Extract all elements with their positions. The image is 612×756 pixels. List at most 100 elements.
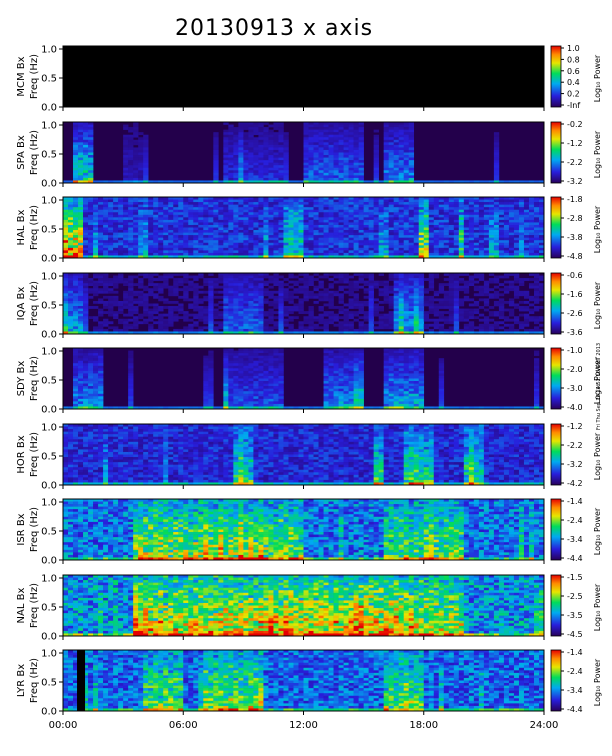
spectrogram-cell bbox=[443, 199, 450, 203]
spectrogram-cell bbox=[303, 149, 309, 153]
spectrogram-cell bbox=[73, 290, 79, 294]
spectrogram-cell bbox=[278, 127, 284, 130]
spectrogram-cell bbox=[423, 245, 430, 249]
spectrogram-cell bbox=[448, 252, 455, 256]
spectrogram-cell bbox=[498, 237, 505, 241]
spectrogram-cell bbox=[68, 212, 74, 216]
spectrogram-cell bbox=[118, 224, 124, 228]
spectrogram-cell bbox=[403, 180, 410, 184]
spectrogram-cell bbox=[83, 172, 89, 176]
spectrogram-cell bbox=[353, 280, 359, 284]
spectrogram-cell bbox=[518, 204, 525, 208]
spectrogram-cell bbox=[113, 180, 119, 184]
spectrogram-cell bbox=[298, 326, 304, 330]
spectrogram-cell bbox=[198, 222, 204, 226]
spectrogram-cell bbox=[188, 255, 194, 259]
spectrogram-cell bbox=[373, 175, 379, 179]
spectrogram-cell bbox=[398, 331, 405, 335]
spectrogram-cell bbox=[123, 202, 129, 205]
spectrogram-cell bbox=[268, 240, 274, 244]
spectrogram-cell bbox=[268, 177, 274, 181]
spectrogram-cell bbox=[198, 250, 204, 254]
spectrogram-cell bbox=[148, 214, 154, 218]
spectrogram-cell bbox=[533, 180, 540, 184]
spectrogram-cell bbox=[228, 303, 234, 307]
spectrogram-cell bbox=[418, 242, 425, 246]
spectrogram-cell bbox=[178, 247, 184, 251]
spectrogram-cell bbox=[468, 212, 475, 216]
spectrogram-cell bbox=[103, 242, 109, 246]
spectrogram-cell bbox=[283, 177, 289, 181]
spectrogram-cell bbox=[118, 197, 124, 200]
spectrogram-cell bbox=[478, 207, 485, 211]
spectrogram-cell bbox=[498, 197, 505, 200]
spectrogram-cell bbox=[218, 199, 224, 203]
spectrogram-cell bbox=[508, 232, 515, 236]
spectrogram-cell bbox=[388, 209, 394, 213]
spectrogram-cell bbox=[288, 212, 294, 216]
spectrogram-cell bbox=[93, 328, 99, 332]
spectrogram-cell bbox=[293, 209, 299, 213]
spectrogram-cell bbox=[533, 235, 540, 238]
spectrogram-cell bbox=[303, 175, 309, 179]
spectrogram-cell bbox=[453, 255, 460, 259]
spectrogram-cell bbox=[458, 219, 465, 223]
spectrogram-cell bbox=[88, 306, 94, 309]
spectrogram-cell bbox=[113, 212, 119, 216]
spectrogram-cell bbox=[248, 255, 254, 259]
spectrogram-cell bbox=[363, 209, 369, 213]
spectrogram-cell bbox=[223, 217, 229, 221]
spectrogram-cell bbox=[263, 240, 269, 244]
spectrogram-cell bbox=[438, 214, 445, 218]
spectrogram-cell bbox=[393, 316, 399, 320]
spectrogram-cell bbox=[318, 147, 324, 151]
spectrogram-cell bbox=[238, 321, 244, 325]
spectrogram-cell bbox=[88, 214, 94, 218]
spectrogram-cell bbox=[523, 230, 530, 233]
spectrogram-cell bbox=[318, 283, 324, 287]
spectrogram-cell bbox=[348, 219, 354, 223]
spectrogram-cell bbox=[338, 204, 344, 208]
spectrogram-cell bbox=[508, 230, 515, 233]
spectrogram-cell bbox=[393, 232, 399, 236]
spectrogram-cell bbox=[123, 328, 129, 332]
spectrogram-cell bbox=[328, 199, 334, 203]
spectrogram-cell bbox=[528, 207, 535, 211]
spectrogram-cell bbox=[278, 157, 284, 161]
spectrogram-cell bbox=[483, 318, 490, 322]
spectrogram-cell bbox=[473, 202, 480, 205]
spectrogram-cell bbox=[298, 247, 304, 251]
spectrogram-cell bbox=[203, 247, 209, 251]
spectrogram-cell bbox=[453, 199, 460, 203]
spectrogram-cell bbox=[183, 224, 189, 228]
spectrogram-cell bbox=[128, 129, 134, 133]
spectrogram-cell bbox=[398, 124, 405, 128]
spectrogram-cell bbox=[478, 202, 485, 205]
spectrogram-cell bbox=[178, 308, 184, 312]
spectrogram-cell bbox=[383, 326, 389, 330]
spectrogram-cell bbox=[223, 165, 229, 169]
spectrogram-cell bbox=[398, 237, 405, 241]
spectrogram-cell bbox=[313, 149, 319, 153]
spectrogram-cell bbox=[243, 308, 249, 312]
spectrogram-cell bbox=[153, 303, 159, 307]
spectrogram-cell bbox=[123, 306, 129, 309]
spectrogram-cell bbox=[98, 273, 104, 276]
spectrogram-cell bbox=[363, 273, 369, 276]
spectrogram-cell bbox=[143, 134, 149, 138]
spectrogram-cell bbox=[208, 290, 214, 294]
spectrogram-cell bbox=[508, 217, 515, 221]
spectrogram-cell bbox=[93, 290, 99, 294]
spectrogram-cell bbox=[288, 255, 294, 259]
spectrogram-cell bbox=[323, 298, 329, 302]
spectrogram-cell bbox=[108, 298, 114, 302]
spectrogram-cell bbox=[253, 214, 259, 218]
spectrogram-cell bbox=[338, 240, 344, 244]
spectrogram-cell bbox=[263, 202, 269, 205]
spectrogram-cell bbox=[318, 149, 324, 153]
spectrogram-cell bbox=[353, 247, 359, 251]
spectrogram-cell bbox=[263, 139, 269, 143]
spectrogram-cell bbox=[373, 303, 379, 307]
spectrogram-cell bbox=[398, 245, 405, 249]
spectrogram-cell bbox=[283, 172, 289, 176]
